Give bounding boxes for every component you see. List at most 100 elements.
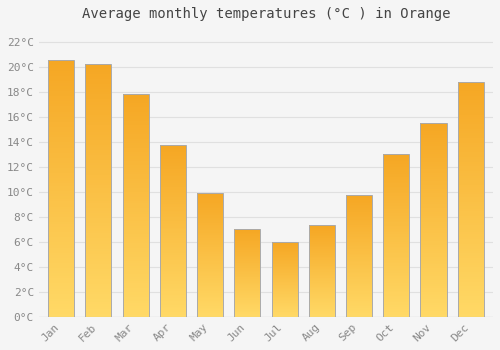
Bar	[48, 186, 74, 189]
Bar	[86, 302, 112, 304]
Bar	[197, 249, 223, 250]
Bar	[160, 194, 186, 195]
Bar	[346, 272, 372, 273]
Bar	[308, 280, 335, 281]
Bar	[234, 295, 260, 296]
Bar	[383, 172, 409, 174]
Bar	[308, 254, 335, 255]
Bar	[458, 263, 483, 265]
Bar	[346, 268, 372, 270]
Bar	[86, 276, 112, 279]
Bar	[48, 222, 74, 224]
Bar	[308, 260, 335, 261]
Bar	[458, 256, 483, 258]
Bar	[160, 195, 186, 197]
Bar	[197, 205, 223, 206]
Bar	[48, 235, 74, 237]
Bar	[86, 281, 112, 284]
Bar	[48, 309, 74, 312]
Bar	[420, 191, 446, 193]
Bar	[458, 281, 483, 284]
Bar	[122, 125, 148, 127]
Bar	[48, 278, 74, 281]
Bar	[420, 197, 446, 198]
Bar	[420, 262, 446, 265]
Bar	[308, 305, 335, 306]
Bar	[308, 297, 335, 298]
Bar	[272, 278, 297, 279]
Bar	[122, 105, 148, 107]
Bar	[86, 238, 112, 241]
Bar	[86, 216, 112, 218]
Bar	[346, 240, 372, 241]
Bar	[122, 237, 148, 239]
Bar	[234, 288, 260, 289]
Bar	[48, 307, 74, 309]
Bar	[383, 177, 409, 178]
Bar	[197, 291, 223, 292]
Bar	[122, 96, 148, 99]
Bar	[308, 269, 335, 270]
Bar	[122, 186, 148, 188]
Bar	[383, 299, 409, 301]
Bar	[197, 223, 223, 224]
Bar	[48, 99, 74, 101]
Bar	[383, 270, 409, 271]
Bar	[197, 201, 223, 202]
Bar	[122, 299, 148, 301]
Bar	[346, 203, 372, 204]
Bar	[86, 264, 112, 266]
Bar	[122, 310, 148, 312]
Bar	[346, 312, 372, 313]
Bar	[122, 277, 148, 279]
Bar	[234, 307, 260, 308]
Bar	[86, 105, 112, 107]
Bar	[86, 125, 112, 127]
Bar	[308, 294, 335, 295]
Bar	[197, 306, 223, 307]
Bar	[346, 260, 372, 261]
Bar	[48, 263, 74, 266]
Bar	[234, 310, 260, 311]
Bar	[272, 249, 297, 250]
Bar	[346, 314, 372, 316]
Bar	[346, 233, 372, 234]
Bar	[122, 127, 148, 130]
Bar	[383, 292, 409, 294]
Bar	[458, 190, 483, 192]
Bar	[86, 244, 112, 246]
Bar	[420, 251, 446, 253]
Bar	[383, 178, 409, 180]
Bar	[234, 261, 260, 262]
Bar	[48, 96, 74, 99]
Bar	[86, 122, 112, 125]
Bar	[420, 131, 446, 133]
Bar	[346, 256, 372, 257]
Bar	[383, 234, 409, 236]
Bar	[458, 140, 483, 143]
Bar	[346, 267, 372, 268]
Bar	[458, 185, 483, 188]
Bar	[197, 202, 223, 203]
Bar	[122, 270, 148, 272]
Bar	[160, 294, 186, 296]
Bar	[458, 138, 483, 140]
Bar	[308, 245, 335, 246]
Bar	[122, 243, 148, 246]
Bar	[308, 226, 335, 227]
Bar	[48, 104, 74, 106]
Bar	[122, 154, 148, 156]
Bar	[86, 160, 112, 163]
Bar	[160, 161, 186, 162]
Bar	[122, 232, 148, 234]
Bar	[458, 225, 483, 228]
Bar	[160, 296, 186, 298]
Bar	[48, 148, 74, 150]
Bar	[383, 195, 409, 196]
Bar	[420, 163, 446, 166]
Bar	[86, 130, 112, 132]
Bar	[160, 188, 186, 190]
Bar	[308, 284, 335, 285]
Bar	[308, 230, 335, 231]
Bar	[346, 302, 372, 303]
